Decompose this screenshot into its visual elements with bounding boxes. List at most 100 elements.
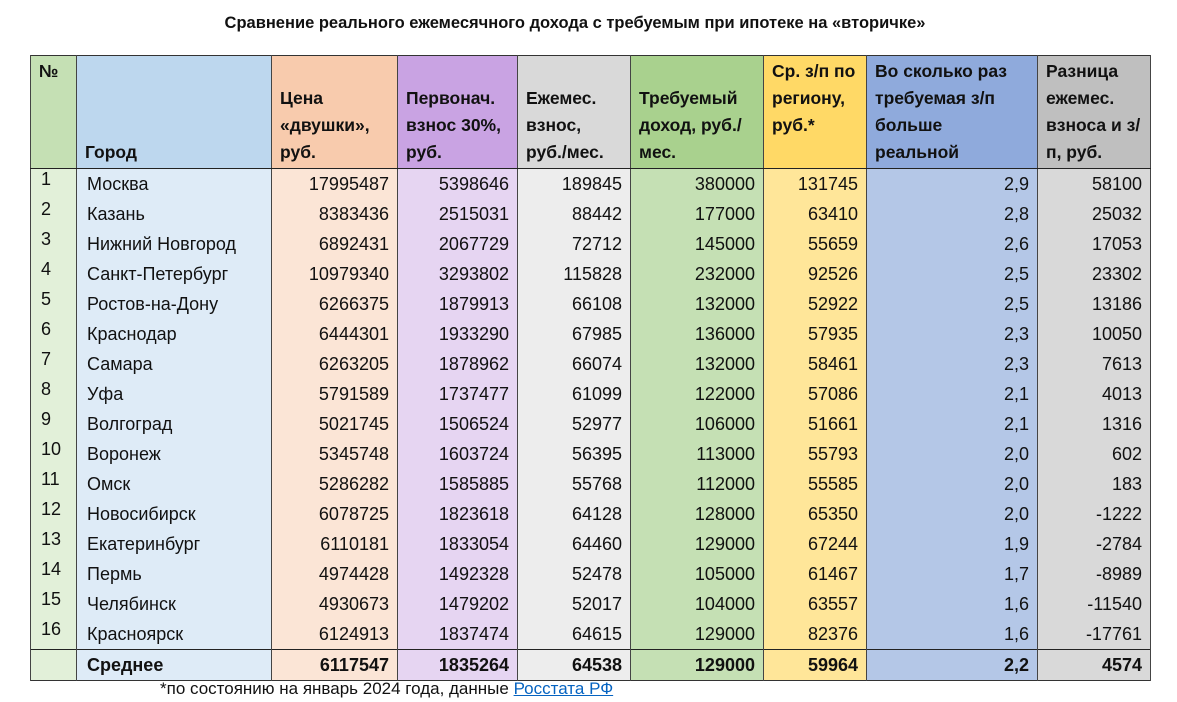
- cell-required-income: 122000: [630, 379, 764, 409]
- cell-ratio: 2,0: [866, 439, 1038, 469]
- table-title: Сравнение реального ежемесячного дохода …: [224, 14, 926, 32]
- cell-down-payment: 1737477: [397, 379, 518, 409]
- cell-price: 4974428: [271, 559, 398, 589]
- rosstat-link[interactable]: Росстата РФ: [513, 679, 614, 698]
- cell-avg-salary: 59964: [763, 649, 867, 681]
- cell-monthly-payment: 115828: [517, 259, 631, 289]
- cell-required-income: 106000: [630, 409, 764, 439]
- cell-avg-salary: 52922: [763, 289, 867, 319]
- cell-ratio: 2,1: [866, 379, 1038, 409]
- table-row: 15 Челябинск 4930673 1479202 52017 104000 6355…: [30, 589, 1151, 619]
- cell-difference: -1222: [1037, 499, 1151, 529]
- cell-price: 4930673: [271, 589, 398, 619]
- cell-number: 2: [30, 199, 77, 229]
- cell-difference: 1316: [1037, 409, 1151, 439]
- cell-avg-salary: 63410: [763, 199, 867, 229]
- cell-city: Нижний Новгород: [76, 229, 272, 259]
- cell-difference: -17761: [1037, 619, 1151, 650]
- cell-number: 6: [30, 319, 77, 349]
- cell-city: Волгоград: [76, 409, 272, 439]
- cell-down-payment: 5398646: [397, 168, 518, 199]
- cell-ratio: 2,0: [866, 499, 1038, 529]
- cell-city: Воронеж: [76, 439, 272, 469]
- cell-ratio: 1,6: [866, 619, 1038, 650]
- cell-down-payment: 2515031: [397, 199, 518, 229]
- cell-difference: 602: [1037, 439, 1151, 469]
- cell-price: 6078725: [271, 499, 398, 529]
- cell-difference: 10050: [1037, 319, 1151, 349]
- table-row: 5 Ростов-на-Дону 6266375 1879913 66108 132000…: [30, 289, 1151, 319]
- cell-required-income: 105000: [630, 559, 764, 589]
- cell-avg-salary: 92526: [763, 259, 867, 289]
- cell-ratio: 2,9: [866, 168, 1038, 199]
- cell-price: 5286282: [271, 469, 398, 499]
- cell-difference: 7613: [1037, 349, 1151, 379]
- cell-city: Новосибирск: [76, 499, 272, 529]
- cell-price: 5791589: [271, 379, 398, 409]
- cell-monthly-payment: 55768: [517, 469, 631, 499]
- cell-down-payment: 1479202: [397, 589, 518, 619]
- cell-down-payment: 1506524: [397, 409, 518, 439]
- cell-city: Челябинск: [76, 589, 272, 619]
- cell-monthly-payment: 88442: [517, 199, 631, 229]
- table-row: 6 Краснодар 6444301 1933290 67985 136000 57935…: [30, 319, 1151, 349]
- cell-difference: -2784: [1037, 529, 1151, 559]
- income-comparison-table: № Город Цена «двушки», руб. Первонач. взнос…: [30, 55, 1151, 681]
- cell-difference: 58100: [1037, 168, 1151, 199]
- cell-ratio: 2,0: [866, 469, 1038, 499]
- table-row: 9 Волгоград 5021745 1506524 52977 106000 51661…: [30, 409, 1151, 439]
- cell-city: Краснодар: [76, 319, 272, 349]
- cell-down-payment: 1492328: [397, 559, 518, 589]
- cell-price: 17995487: [271, 168, 398, 199]
- cell-difference: 4013: [1037, 379, 1151, 409]
- cell-required-income: 232000: [630, 259, 764, 289]
- cell-number: [30, 649, 77, 681]
- cell-ratio: 2,5: [866, 259, 1038, 289]
- cell-required-income: 104000: [630, 589, 764, 619]
- cell-number: 13: [30, 529, 77, 559]
- header-down-payment: Первонач. взнос 30%, руб.: [397, 55, 518, 169]
- cell-number: 14: [30, 559, 77, 589]
- table-row: 1 Москва 17995487 5398646 189845 380000 131745…: [30, 168, 1151, 199]
- cell-price: 6263205: [271, 349, 398, 379]
- cell-city: Пермь: [76, 559, 272, 589]
- cell-required-income: 113000: [630, 439, 764, 469]
- cell-avg-salary: 55585: [763, 469, 867, 499]
- table-row: 11 Омск 5286282 1585885 55768 112000 55585 2,0 1…: [30, 469, 1151, 499]
- average-row: Среднее 6117547 1835264 64538 129000 59964 2,2…: [30, 649, 1151, 681]
- cell-city: Уфа: [76, 379, 272, 409]
- cell-avg-salary: 65350: [763, 499, 867, 529]
- cell-avg-salary: 61467: [763, 559, 867, 589]
- cell-required-income: 112000: [630, 469, 764, 499]
- cell-avg-salary: 57086: [763, 379, 867, 409]
- table-row: 10 Воронеж 5345748 1603724 56395 113000 55793 2…: [30, 439, 1151, 469]
- cell-number: 11: [30, 469, 77, 499]
- cell-avg-salary: 131745: [763, 168, 867, 199]
- cell-ratio: 2,2: [866, 649, 1038, 681]
- table-row: 13 Екатеринбург 6110181 1833054 64460 129000 6…: [30, 529, 1151, 559]
- cell-avg-salary: 51661: [763, 409, 867, 439]
- cell-avg-salary: 57935: [763, 319, 867, 349]
- table-row: 4 Санкт-Петербург 10979340 3293802 115828 232…: [30, 259, 1151, 289]
- cell-price: 6444301: [271, 319, 398, 349]
- cell-ratio: 2,1: [866, 409, 1038, 439]
- cell-number: 7: [30, 349, 77, 379]
- cell-required-income: 129000: [630, 529, 764, 559]
- header-city: Город: [76, 55, 272, 169]
- cell-down-payment: 1835264: [397, 649, 518, 681]
- cell-monthly-payment: 64460: [517, 529, 631, 559]
- cell-required-income: 132000: [630, 349, 764, 379]
- cell-avg-salary: 67244: [763, 529, 867, 559]
- cell-number: 1: [30, 168, 77, 199]
- cell-monthly-payment: 61099: [517, 379, 631, 409]
- cell-required-income: 136000: [630, 319, 764, 349]
- cell-down-payment: 1823618: [397, 499, 518, 529]
- cell-number: 8: [30, 379, 77, 409]
- footnote: *по состоянию на январь 2024 года, данны…: [160, 679, 613, 699]
- cell-down-payment: 1837474: [397, 619, 518, 650]
- cell-monthly-payment: 72712: [517, 229, 631, 259]
- cell-down-payment: 1933290: [397, 319, 518, 349]
- cell-city: Красноярск: [76, 619, 272, 650]
- cell-ratio: 1,9: [866, 529, 1038, 559]
- cell-difference: 23302: [1037, 259, 1151, 289]
